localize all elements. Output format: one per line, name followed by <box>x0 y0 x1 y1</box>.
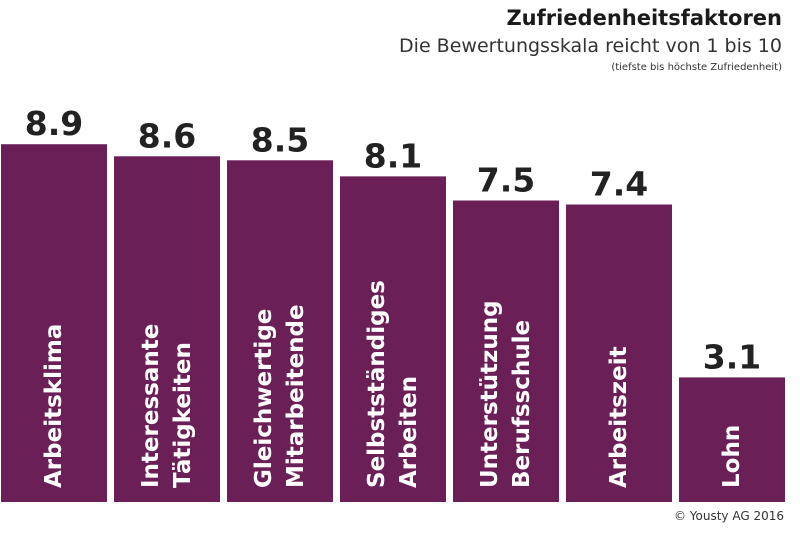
category-label-6-line-1: Arbeitszeit <box>606 346 632 488</box>
chart-title: Zufriedenheitsfaktoren <box>506 6 782 30</box>
category-label-4-line-2: Arbeiten <box>396 376 422 488</box>
value-label-2: 8.6 <box>138 116 196 155</box>
category-label-3-line-1: Gleichwertige <box>251 309 277 488</box>
category-label-1: Arbeitsklima <box>41 324 67 488</box>
value-label-4: 8.1 <box>364 136 422 175</box>
value-label-6: 7.4 <box>590 165 648 204</box>
category-label-7: Lohn <box>719 425 745 488</box>
category-label-7-line-1: Lohn <box>719 425 745 488</box>
value-label-7: 3.1 <box>703 337 761 376</box>
scale-note: (tiefste bis höchste Zufriedenheit) <box>611 62 782 73</box>
category-label-5-line-2: Berufsschule <box>509 320 535 488</box>
value-label-1: 8.9 <box>25 104 83 143</box>
category-label-2-line-2: Tätigkeiten <box>170 342 196 488</box>
category-label-3: Gleichwertige Mitarbeitende <box>251 304 309 488</box>
bar-3 <box>227 160 333 503</box>
bar-1 <box>1 144 107 502</box>
bar-5 <box>453 200 559 502</box>
category-label-2: Interessante Tätigkeiten <box>138 324 196 488</box>
chart-subtitle: Die Bewertungsskala reicht von 1 bis 10 <box>399 35 782 57</box>
bar-6 <box>566 204 672 502</box>
category-label-4: Selbstständiges Arbeiten <box>364 280 422 488</box>
category-label-4-line-1: Selbstständiges <box>364 280 390 488</box>
bar-4 <box>340 176 446 502</box>
bar-7 <box>679 377 785 502</box>
value-label-5: 7.5 <box>477 161 535 200</box>
category-label-5: Unterstützung Berufsschule <box>477 300 535 488</box>
category-label-3-line-2: Mitarbeitende <box>283 304 309 488</box>
category-label-2-line-1: Interessante <box>138 324 164 488</box>
category-label-6: Arbeitszeit <box>606 346 632 488</box>
value-label-3: 8.5 <box>251 120 309 159</box>
category-label-5-line-1: Unterstützung <box>477 300 503 488</box>
category-label-1-line-1: Arbeitsklima <box>41 324 67 488</box>
copyright-credit: © Yousty AG 2016 <box>673 509 784 523</box>
bar-2 <box>114 156 220 502</box>
